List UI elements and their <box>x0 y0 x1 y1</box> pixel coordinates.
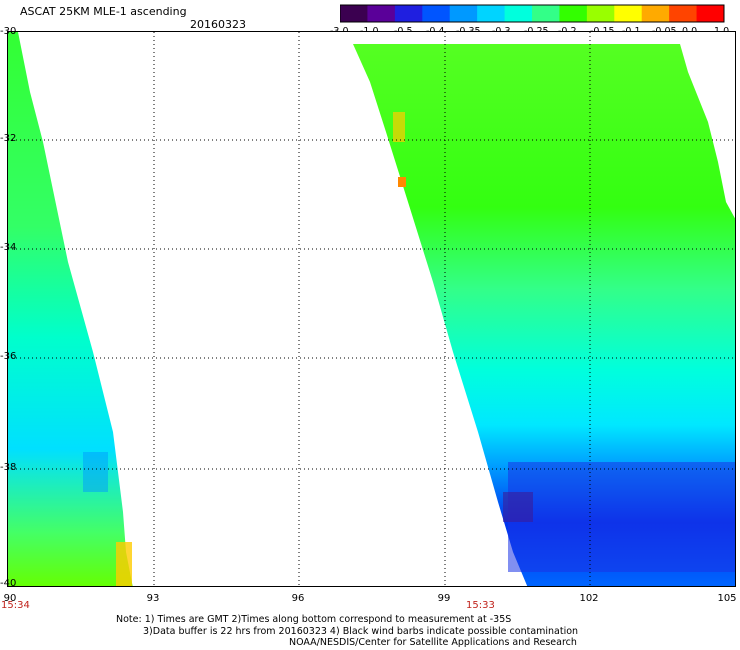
lat-label-38: -38 <box>0 462 17 473</box>
pass-time-right: 15:33 <box>466 600 495 611</box>
product-title: ASCAT 25KM MLE-1 ascending <box>20 5 187 18</box>
lon-label-105: 105 <box>717 593 737 604</box>
colorbar-swatch <box>449 5 478 22</box>
lon-label-102: 102 <box>579 593 599 604</box>
lat-label-30: -30 <box>0 26 17 37</box>
colorbar-swatches <box>340 4 725 23</box>
colorbar-swatch <box>504 5 533 22</box>
left-high-value-patch <box>116 542 132 586</box>
colorbar-swatch <box>367 5 396 22</box>
colorbar-frame <box>340 4 725 23</box>
lon-label-96: 96 <box>291 593 305 604</box>
colorbar-swatch <box>586 5 615 22</box>
colorbar-swatch <box>641 5 670 22</box>
lowest-value-patch <box>503 492 533 522</box>
colorbar-swatch <box>394 5 423 22</box>
lon-label-99: 99 <box>437 593 451 604</box>
colorbar <box>340 4 725 23</box>
highest-value-patch <box>398 177 406 187</box>
lat-label-40: -40 <box>0 578 17 589</box>
colorbar-swatch <box>696 5 725 22</box>
colorbar-swatch <box>340 5 368 22</box>
left-low-value-patch <box>83 452 108 492</box>
lat-label-32: -32 <box>0 133 17 144</box>
colorbar-swatch <box>614 5 643 22</box>
wind-field-map <box>8 32 735 586</box>
left-swath <box>8 32 133 586</box>
colorbar-swatch <box>559 5 588 22</box>
note-line-2: 3)Data buffer is 22 hrs from 20160323 4)… <box>143 626 579 637</box>
lon-label-90: 90 <box>3 593 17 604</box>
note-line-3: NOAA/NESDIS/Center for Satellite Applica… <box>289 637 577 648</box>
low-value-region <box>508 462 735 572</box>
colorbar-swatch <box>669 5 698 22</box>
graticule <box>8 32 735 586</box>
pass-time-left: 15:34 <box>1 600 30 611</box>
right-swath <box>353 44 735 586</box>
lon-label-93: 93 <box>146 593 160 604</box>
note-line-1: Note: 1) Times are GMT 2)Times along bot… <box>116 614 512 625</box>
colorbar-swatch <box>477 5 506 22</box>
map-plot-area[interactable] <box>7 31 736 587</box>
lat-label-36: -36 <box>0 351 17 362</box>
product-date: 20160323 <box>190 18 246 31</box>
colorbar-swatch <box>532 5 560 22</box>
high-value-patch <box>393 112 405 142</box>
colorbar-swatch <box>422 5 451 22</box>
lat-label-34: -34 <box>0 242 17 253</box>
